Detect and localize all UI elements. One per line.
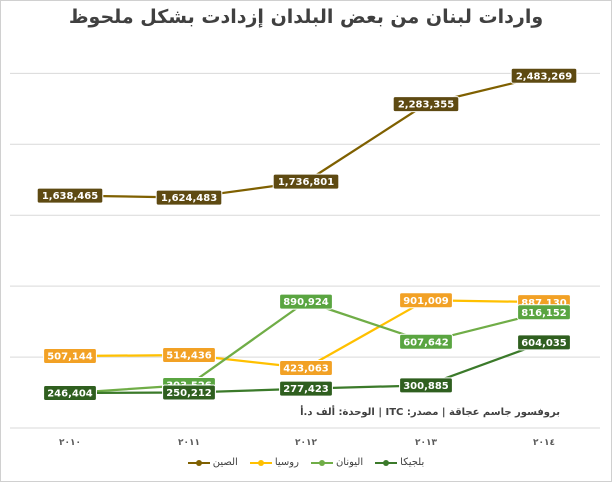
legend-label: الصين bbox=[212, 457, 238, 468]
data-label-text: 1,638,465 bbox=[42, 191, 98, 202]
data-label: 1,736,801 bbox=[272, 173, 340, 190]
data-label-text: 604,035 bbox=[521, 338, 567, 349]
data-label-text: 300,885 bbox=[403, 381, 449, 392]
data-label-text: 507,144 bbox=[47, 352, 93, 363]
data-label-text: 246,404 bbox=[47, 389, 93, 400]
data-label-text: 816,152 bbox=[521, 308, 567, 319]
data-label: 250,212 bbox=[162, 384, 216, 401]
data-label: 890,924 bbox=[279, 293, 333, 310]
source-note: بروفسور جاسم عجاقة | مصدر: ITC | الوحدة:… bbox=[300, 407, 560, 418]
data-label-text: 2,483,269 bbox=[516, 71, 572, 82]
data-label-text: 901,009 bbox=[403, 296, 449, 307]
series-lines bbox=[66, 71, 548, 398]
data-label: 423,063 bbox=[279, 359, 333, 376]
data-label: 607,642 bbox=[399, 333, 453, 350]
data-label: 1,638,465 bbox=[36, 187, 104, 204]
data-label-text: 887,130 bbox=[521, 298, 567, 309]
legend-swatch bbox=[375, 458, 398, 468]
data-label-text: 423,063 bbox=[283, 364, 329, 375]
x-tick-label: ٢٠١٢ bbox=[295, 438, 317, 448]
legend-label: روسيا bbox=[274, 457, 299, 468]
x-tick-label: ٢٠١٣ bbox=[415, 438, 437, 448]
chart-title: واردات لبنان من بعض البلدان إزدادت بشكل … bbox=[68, 6, 544, 28]
data-label-text: 277,423 bbox=[283, 384, 329, 395]
series-line-1 bbox=[69, 299, 545, 370]
legend-label: اليونان bbox=[335, 457, 364, 468]
legend-item: اليونان bbox=[310, 457, 364, 468]
data-label-text: 2,283,355 bbox=[398, 100, 454, 111]
data-label-text: 607,642 bbox=[403, 337, 449, 348]
data-label: 246,404 bbox=[43, 385, 97, 402]
x-tick-label: ٢٠١٤ bbox=[533, 438, 555, 448]
gridlines bbox=[10, 72, 600, 429]
data-label-text: 514,436 bbox=[166, 351, 212, 362]
data-label-text: 250,212 bbox=[166, 388, 212, 399]
data-label: 2,283,355 bbox=[392, 96, 460, 113]
legend: الصين روسيا اليونان بلجيكا bbox=[0, 457, 612, 468]
legend-swatch bbox=[310, 458, 333, 468]
legend-item: بلجيكا bbox=[375, 457, 424, 468]
data-label-text: 1,736,801 bbox=[278, 177, 334, 188]
data-label: 514,436 bbox=[162, 347, 216, 364]
legend-swatch bbox=[187, 458, 210, 468]
data-labels: 1,638,465 1,624,483 1,736,801 2,283,355 2,48… bbox=[36, 67, 578, 402]
series-line-2 bbox=[69, 300, 545, 395]
data-label-text: 1,624,483 bbox=[161, 193, 217, 204]
x-tick-label: ٢٠١١ bbox=[178, 438, 200, 448]
data-label: 300,885 bbox=[399, 377, 453, 394]
data-label-text: 890,924 bbox=[283, 297, 329, 308]
data-label: 2,483,269 bbox=[510, 67, 578, 84]
legend-label: بلجيكا bbox=[400, 457, 425, 468]
data-label: 507,144 bbox=[43, 348, 97, 365]
data-label: 604,035 bbox=[517, 334, 571, 351]
x-axis-ticks: ٢٠١٠ ٢٠١١ ٢٠١٢ ٢٠١٣ ٢٠١٤ bbox=[59, 438, 555, 448]
legend-swatch bbox=[249, 458, 272, 468]
legend-item: الصين bbox=[187, 457, 238, 468]
legend-item: روسيا bbox=[249, 457, 299, 468]
data-label: 901,009 bbox=[399, 292, 453, 309]
data-label: 1,624,483 bbox=[155, 189, 223, 206]
data-label: 816,152 bbox=[517, 304, 571, 321]
x-tick-label: ٢٠١٠ bbox=[59, 438, 81, 448]
data-label: 277,423 bbox=[279, 380, 333, 397]
